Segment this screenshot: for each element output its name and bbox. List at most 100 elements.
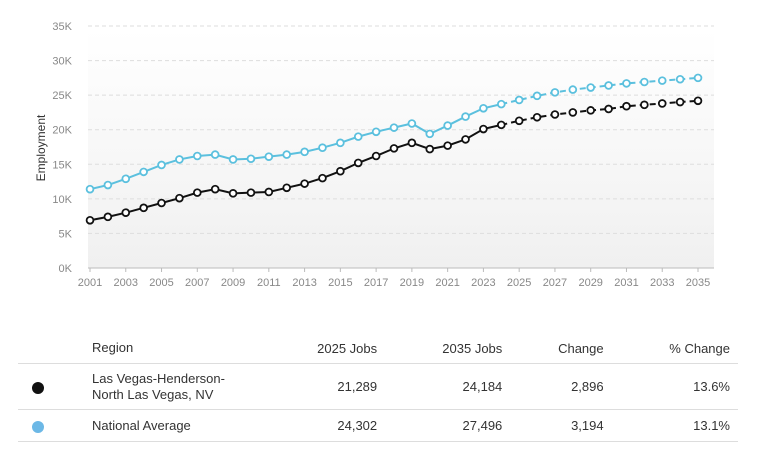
y-tick-label: 0K bbox=[59, 263, 73, 275]
header-region: Region bbox=[84, 333, 260, 364]
header-2025-jobs: 2025 Jobs bbox=[260, 333, 386, 364]
data-point bbox=[228, 155, 238, 164]
plot-background bbox=[88, 30, 714, 268]
data-point bbox=[443, 141, 452, 150]
data-point bbox=[353, 158, 363, 168]
y-tick-label: 30K bbox=[52, 56, 72, 68]
y-axis-label: Employment bbox=[34, 114, 48, 181]
pct-change-cell: 13.6% bbox=[611, 363, 738, 410]
y-tick-labels: 0K 5K 10K 15K 20K 25K 30K 35K bbox=[52, 21, 72, 275]
data-point bbox=[550, 110, 560, 119]
table-row: Las Vegas-Henderson- North Las Vegas, NV… bbox=[18, 363, 738, 410]
row-marker bbox=[18, 409, 84, 442]
header-change: Change bbox=[510, 333, 612, 364]
data-point bbox=[425, 129, 435, 139]
data-point bbox=[640, 77, 649, 87]
data-point bbox=[85, 184, 95, 194]
data-point bbox=[640, 100, 649, 110]
region-color-dot-icon bbox=[32, 381, 44, 394]
data-point bbox=[192, 151, 202, 161]
data-point bbox=[228, 189, 238, 198]
data-point bbox=[282, 183, 292, 193]
row-marker bbox=[18, 363, 84, 410]
data-point bbox=[443, 121, 452, 130]
table-row: National Average 24,302 27,496 3,194 13.… bbox=[18, 409, 738, 442]
data-point bbox=[532, 91, 542, 101]
pct-change-cell: 13.1% bbox=[611, 409, 738, 442]
data-point bbox=[121, 208, 131, 217]
x-tick-label: 2025 bbox=[507, 277, 531, 289]
data-point bbox=[371, 127, 381, 137]
data-point bbox=[336, 166, 345, 176]
x-tick-label: 2031 bbox=[614, 277, 638, 289]
region-color-dot-icon bbox=[32, 420, 44, 433]
x-tick-label: 2033 bbox=[650, 277, 674, 289]
y-tick-label: 10K bbox=[52, 194, 72, 206]
x-tick-label: 2005 bbox=[149, 277, 173, 289]
region-name-line1: Las Vegas-Henderson- bbox=[92, 370, 225, 386]
data-point bbox=[300, 147, 309, 157]
data-point bbox=[264, 152, 274, 161]
x-tick-label: 2011 bbox=[257, 277, 281, 289]
data-point bbox=[675, 74, 685, 84]
data-point bbox=[675, 97, 685, 107]
header-dot bbox=[18, 333, 84, 364]
data-point bbox=[318, 173, 327, 183]
data-point bbox=[586, 106, 596, 115]
data-point bbox=[425, 144, 435, 154]
data-point bbox=[282, 150, 292, 159]
data-point bbox=[139, 203, 148, 213]
data-point bbox=[157, 160, 166, 170]
data-point bbox=[192, 188, 202, 197]
region-name-line1: National Average bbox=[92, 417, 191, 433]
series-group bbox=[85, 73, 703, 225]
y-tick-label: 5K bbox=[59, 228, 73, 240]
data-point bbox=[568, 85, 578, 94]
data-point bbox=[103, 212, 113, 222]
x-tick-label: 2035 bbox=[686, 277, 710, 289]
gridlines bbox=[88, 25, 714, 272]
x-tick-label: 2013 bbox=[292, 277, 316, 289]
change-cell: 2,896 bbox=[510, 363, 612, 410]
region-cell: Las Vegas-Henderson- North Las Vegas, NV bbox=[84, 363, 260, 410]
header-pct-change: % Change bbox=[611, 333, 738, 364]
data-point bbox=[479, 124, 488, 134]
data-point bbox=[318, 143, 327, 152]
data-point bbox=[264, 187, 274, 197]
data-point bbox=[568, 108, 578, 117]
data-point bbox=[246, 188, 256, 197]
y-tick-label: 20K bbox=[52, 125, 72, 137]
data-point bbox=[604, 81, 613, 90]
data-point bbox=[622, 101, 631, 111]
data-point bbox=[550, 88, 560, 97]
data-point bbox=[300, 179, 309, 188]
x-tick-label: 2015 bbox=[328, 277, 352, 289]
header-2035-jobs: 2035 Jobs bbox=[385, 333, 511, 364]
data-point bbox=[157, 198, 166, 208]
data-point bbox=[121, 174, 131, 184]
data-point bbox=[353, 132, 363, 141]
data-point bbox=[622, 79, 631, 88]
data-point bbox=[85, 215, 95, 225]
data-point bbox=[496, 120, 506, 130]
y-tick-label: 35K bbox=[52, 21, 72, 33]
data-point bbox=[693, 73, 703, 83]
data-point bbox=[657, 99, 667, 108]
x-tick-label: 2019 bbox=[400, 277, 424, 289]
x-tick-label: 2007 bbox=[185, 277, 209, 289]
x-tick-label: 2023 bbox=[471, 277, 495, 289]
y-tick-label: 15K bbox=[52, 159, 72, 171]
x-tick-label: 2027 bbox=[543, 277, 567, 289]
data-point bbox=[604, 104, 613, 114]
data-point bbox=[461, 112, 470, 121]
x-tick-label: 2003 bbox=[114, 277, 138, 289]
data-point bbox=[532, 112, 542, 122]
jobs-table: Region 2025 Jobs 2035 Jobs Change % Chan… bbox=[18, 333, 738, 442]
data-point bbox=[103, 180, 113, 190]
data-point bbox=[461, 135, 470, 144]
data-point bbox=[389, 123, 399, 132]
x-tick-label: 2017 bbox=[364, 277, 388, 289]
data-point bbox=[389, 144, 399, 153]
data-point bbox=[175, 193, 184, 203]
